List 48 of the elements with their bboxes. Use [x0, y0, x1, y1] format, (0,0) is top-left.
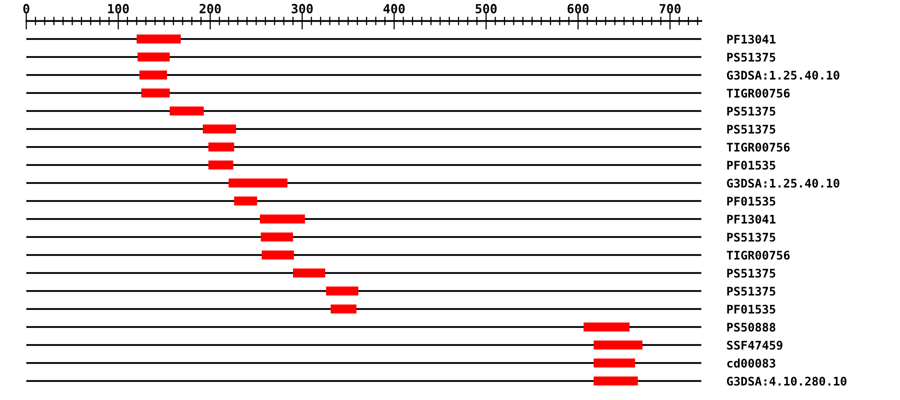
- bar: [594, 376, 638, 386]
- bar: [584, 322, 630, 332]
- x-tick-label: 400: [383, 4, 405, 14]
- y-tick-label: TIGR00756: [726, 142, 790, 152]
- bar: [202, 124, 236, 134]
- bar: [594, 358, 636, 368]
- y-tick-label: PS51375: [727, 268, 776, 278]
- bar: [260, 214, 305, 224]
- x-tick-label: 700: [660, 4, 681, 14]
- x-tick-label: 500: [476, 4, 497, 14]
- y-tick-label: G3DSA:4.10.280.10: [726, 376, 846, 386]
- y-tick-label: PS51375: [727, 124, 776, 134]
- y-tick-label: PS51375: [727, 106, 776, 116]
- bar: [292, 268, 326, 278]
- y-tick-label: PS51375: [727, 232, 776, 242]
- y-tick-label: PF13041: [727, 34, 776, 44]
- y-tick-label: PF01535: [727, 160, 776, 170]
- bar: [208, 160, 234, 170]
- bar: [136, 34, 181, 44]
- bar: [594, 340, 642, 350]
- bar: [208, 142, 234, 152]
- bar: [138, 52, 170, 62]
- y-tick-label: PF01535: [727, 304, 776, 314]
- y-tick-label: PS51375: [727, 52, 776, 62]
- x-tick-label: 300: [292, 4, 313, 14]
- bar: [228, 178, 288, 188]
- y-tick-label: TIGR00756: [726, 88, 790, 98]
- y-tick-label: PF13041: [727, 214, 776, 224]
- bar: [139, 70, 167, 80]
- bar: [234, 196, 258, 206]
- x-tick-label: 200: [200, 4, 221, 14]
- y-tick-label: TIGR00756: [726, 250, 790, 260]
- y-tick-label: G3DSA:1.25.40.10: [726, 178, 840, 188]
- bar: [141, 88, 170, 98]
- x-tick-label: 100: [108, 4, 129, 14]
- bar: [330, 304, 356, 314]
- bar: [262, 250, 294, 260]
- y-tick-label: G3DSA:1.25.40.10: [726, 70, 840, 80]
- y-tick-label: PS50888: [727, 322, 776, 332]
- bar: [260, 232, 293, 242]
- bar: [170, 106, 204, 116]
- y-tick-label: cd00083: [727, 358, 776, 368]
- bar: [326, 286, 358, 296]
- y-tick-label: SSF47459: [727, 340, 782, 350]
- y-tick-label: PF01535: [727, 196, 776, 206]
- y-tick-label: PS51375: [727, 286, 776, 296]
- x-tick-label: 600: [568, 4, 589, 14]
- x-tick-label: 0: [23, 4, 30, 14]
